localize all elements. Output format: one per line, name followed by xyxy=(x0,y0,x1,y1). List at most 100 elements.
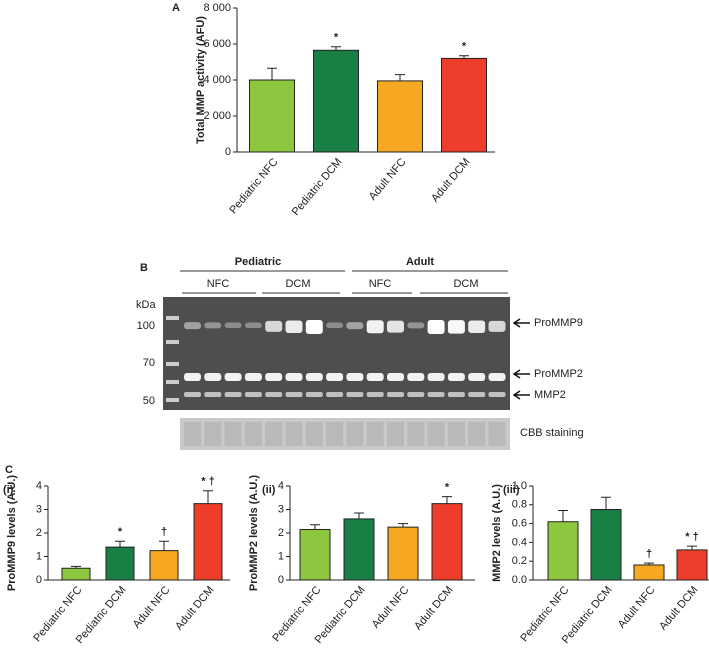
band xyxy=(447,373,465,381)
band xyxy=(326,373,344,381)
error-bar xyxy=(354,512,364,519)
band xyxy=(305,373,323,381)
gel-panel: B Pediatric Adult NFC DCM NFC DCM kDa 10… xyxy=(136,256,584,450)
cbb-band xyxy=(244,422,262,446)
band xyxy=(427,392,445,397)
band xyxy=(468,373,486,381)
band xyxy=(468,320,486,333)
panel-label: A xyxy=(172,2,180,14)
band xyxy=(407,392,425,397)
band xyxy=(488,373,506,381)
significance-mark: * xyxy=(445,481,450,493)
bar xyxy=(676,549,708,581)
subgroup-label: DCM xyxy=(453,278,478,290)
y-tick-label: 8 000 xyxy=(203,2,231,14)
panel-label: (ii) xyxy=(262,484,276,496)
x-tick-label: Adult NFC xyxy=(367,156,409,203)
band xyxy=(387,392,404,397)
cbb-band xyxy=(326,422,344,446)
band xyxy=(387,320,404,333)
y-tick-label: 0 xyxy=(225,146,231,158)
cbb-band xyxy=(285,422,303,446)
band xyxy=(285,320,303,333)
lanes xyxy=(166,316,506,446)
band xyxy=(204,373,222,381)
loading-label: CBB staining xyxy=(520,427,584,439)
y-tick-label: 1.0 xyxy=(512,480,527,492)
band xyxy=(244,373,262,381)
y-tick-label: 4 xyxy=(36,480,42,492)
y-tick-label: 0.6 xyxy=(512,518,527,530)
x-tick-label: Adult DCM xyxy=(173,584,216,632)
band xyxy=(184,322,201,330)
band xyxy=(387,373,404,381)
error-bar xyxy=(395,74,405,81)
band xyxy=(305,320,323,334)
cbb-band xyxy=(488,422,506,446)
bar xyxy=(61,567,91,581)
band xyxy=(244,322,262,329)
band xyxy=(407,373,425,381)
bar xyxy=(193,503,223,581)
group-label: Adult xyxy=(406,256,434,268)
y-tick-label: 0.2 xyxy=(512,555,527,567)
x-tick-label: Adult DCM xyxy=(657,584,700,632)
group-label: Pediatric xyxy=(235,256,281,268)
band xyxy=(204,322,222,329)
y-tick-label: 4 000 xyxy=(203,74,231,86)
panel-label: B xyxy=(140,262,148,274)
cbb-band xyxy=(427,422,445,446)
error-bar xyxy=(159,540,169,551)
panel-label: C xyxy=(5,464,13,476)
bar xyxy=(633,564,665,581)
band xyxy=(346,322,364,330)
band xyxy=(305,392,323,397)
y-axis-label: MMP2 levels (A.U.) xyxy=(491,484,503,582)
cbb-band xyxy=(224,422,242,446)
band xyxy=(346,373,364,381)
ladder xyxy=(166,340,179,344)
panel-label: (i) xyxy=(3,484,14,496)
error-bar xyxy=(267,67,277,80)
ladder xyxy=(166,398,179,402)
y-tick-label: 4 xyxy=(278,480,284,492)
error-bar xyxy=(459,55,469,59)
ladder xyxy=(166,362,179,366)
y-tick-label: 3 xyxy=(278,503,284,515)
band-label: ProMMP9 xyxy=(534,317,583,329)
marker-label: 70 xyxy=(143,357,155,369)
band xyxy=(265,320,283,332)
cbb-band xyxy=(204,422,222,446)
bar xyxy=(387,526,419,581)
error-bar xyxy=(115,540,125,548)
x-tick-label: Adult NFC xyxy=(131,584,173,631)
cbb-band xyxy=(305,422,323,446)
band xyxy=(488,320,506,332)
bar xyxy=(547,521,579,581)
cbb-band xyxy=(265,422,283,446)
band-label: MMP2 xyxy=(534,389,566,401)
ladder xyxy=(166,380,179,384)
error-bar xyxy=(331,46,341,51)
band xyxy=(447,392,465,397)
band xyxy=(244,392,262,397)
error-bar xyxy=(203,490,213,504)
band xyxy=(224,373,242,381)
band xyxy=(468,392,486,397)
y-tick-label: 0 xyxy=(36,574,42,586)
bar xyxy=(441,57,487,153)
significance-mark: † xyxy=(646,548,652,560)
band xyxy=(427,373,445,381)
subgroup-label: DCM xyxy=(285,278,310,290)
y-tick-label: 0 xyxy=(278,574,284,586)
cbb-band xyxy=(346,422,364,446)
y-tick-label: 1 xyxy=(278,550,284,562)
band xyxy=(265,373,283,381)
ladder xyxy=(166,316,179,320)
band xyxy=(184,392,201,397)
cbb-band xyxy=(366,422,384,446)
y-tick-label: 2 xyxy=(278,527,284,539)
band-label: ProMMP2 xyxy=(534,368,583,380)
significance-mark: * † xyxy=(201,476,214,488)
